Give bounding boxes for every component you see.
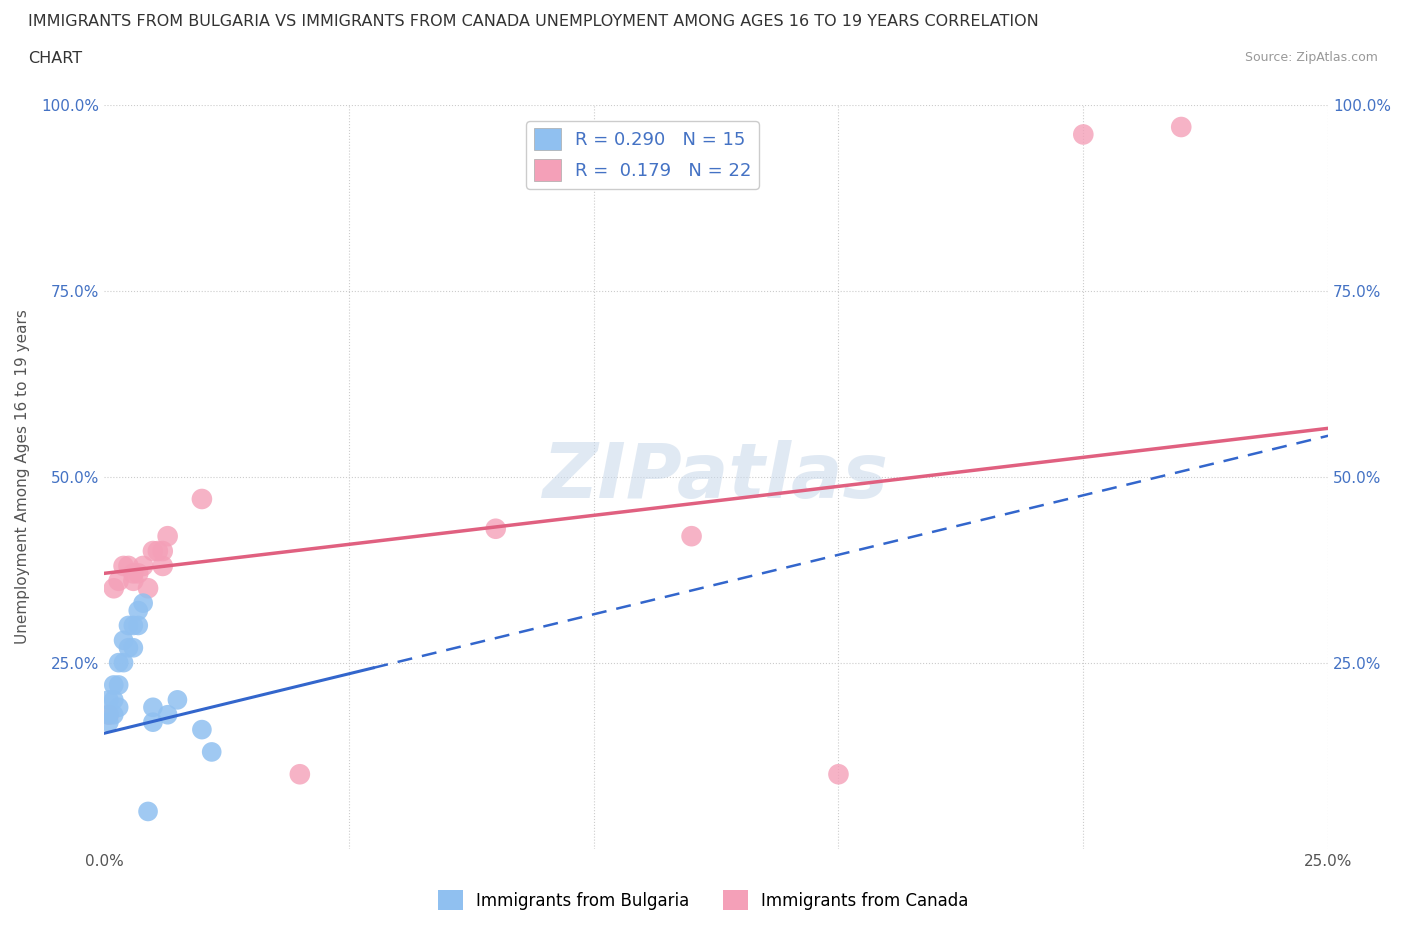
Point: [107, 700, 129, 715]
Point: [112, 559, 135, 574]
Point: [122, 641, 145, 656]
Point: [103, 693, 125, 708]
Point: [103, 708, 125, 723]
Point: [107, 574, 129, 589]
Point: [156, 529, 179, 544]
Legend: Immigrants from Bulgaria, Immigrants from Canada: Immigrants from Bulgaria, Immigrants fro…: [432, 884, 974, 917]
Point: [97, 693, 120, 708]
Point: [191, 492, 214, 507]
Point: [681, 529, 703, 544]
Point: [288, 767, 311, 782]
Point: [142, 700, 165, 715]
Point: [117, 559, 139, 574]
Point: [485, 522, 508, 537]
Point: [142, 544, 165, 559]
Legend: R = 0.290   N = 15, R =  0.179   N = 22: R = 0.290 N = 15, R = 0.179 N = 22: [526, 121, 759, 189]
Point: [132, 596, 155, 611]
Point: [117, 641, 139, 656]
Point: [122, 566, 145, 581]
Point: [107, 678, 129, 693]
Text: CHART: CHART: [28, 51, 82, 66]
Point: [97, 708, 120, 723]
Point: [152, 559, 174, 574]
Point: [1071, 127, 1094, 142]
Point: [97, 715, 120, 730]
Point: [156, 708, 179, 723]
Point: [107, 656, 129, 671]
Point: [142, 715, 165, 730]
Point: [112, 633, 135, 648]
Point: [166, 693, 188, 708]
Point: [127, 566, 149, 581]
Text: IMMIGRANTS FROM BULGARIA VS IMMIGRANTS FROM CANADA UNEMPLOYMENT AMONG AGES 16 TO: IMMIGRANTS FROM BULGARIA VS IMMIGRANTS F…: [28, 14, 1039, 29]
Point: [127, 618, 149, 633]
Point: [201, 745, 224, 760]
Point: [136, 804, 159, 819]
Point: [191, 723, 214, 737]
Point: [136, 581, 159, 596]
Y-axis label: Unemployment Among Ages 16 to 19 years: Unemployment Among Ages 16 to 19 years: [15, 310, 30, 644]
Point: [112, 656, 135, 671]
Point: [117, 618, 139, 633]
Point: [103, 678, 125, 693]
Point: [152, 544, 174, 559]
Point: [122, 618, 145, 633]
Point: [132, 559, 155, 574]
Point: [97, 708, 120, 723]
Point: [122, 574, 145, 589]
Text: Source: ZipAtlas.com: Source: ZipAtlas.com: [1244, 51, 1378, 64]
Point: [103, 581, 125, 596]
Point: [127, 604, 149, 618]
Point: [1170, 120, 1192, 135]
Point: [827, 767, 849, 782]
Point: [146, 544, 169, 559]
Text: ZIPatlas: ZIPatlas: [543, 440, 889, 513]
